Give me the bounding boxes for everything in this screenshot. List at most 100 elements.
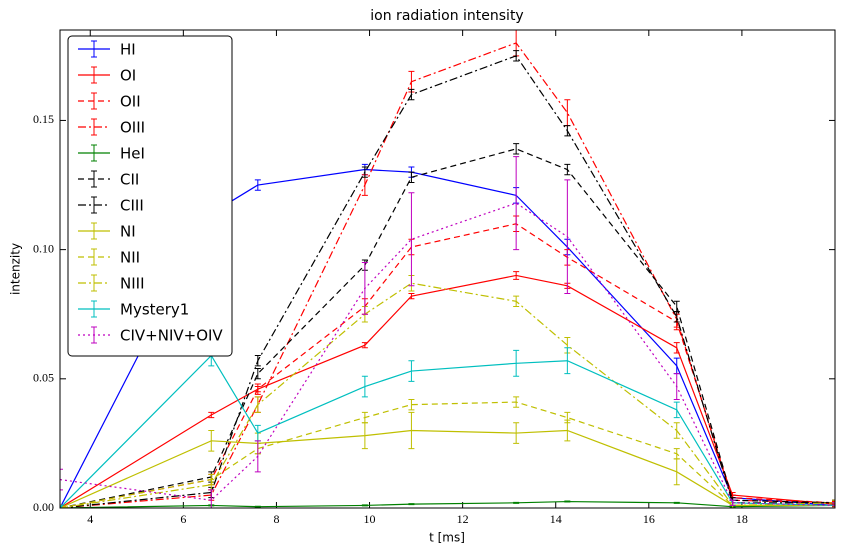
error-bar: [673, 342, 680, 354]
error-bar: [564, 179, 571, 295]
series-line: [60, 429, 835, 508]
error-bar: [361, 411, 368, 424]
legend-box: [67, 35, 233, 357]
error-bar: [513, 143, 520, 155]
legend-label: CII: [120, 171, 139, 189]
legend-swatch: [91, 92, 97, 110]
legend-label: OIII: [120, 119, 145, 137]
error-bar: [408, 360, 415, 382]
series: [60, 500, 835, 508]
series-line: [60, 282, 835, 508]
error-bar: [361, 166, 368, 178]
x-tick-label: 14: [550, 512, 562, 526]
error-bar: [513, 501, 520, 504]
legend-label: NIII: [120, 275, 145, 293]
error-bar: [408, 88, 415, 101]
y-axis-label: intenzity: [9, 243, 23, 295]
error-bar: [60, 504, 63, 508]
error-bar: [832, 502, 835, 508]
legend-label: CIV+NIV+OIV: [120, 327, 223, 345]
error-bar: [513, 295, 520, 307]
error-bar: [832, 501, 835, 508]
error-bar: [564, 163, 571, 176]
legend-label: HeI: [120, 145, 145, 163]
error-bar: [408, 398, 415, 411]
error-bar: [673, 501, 680, 504]
legend-swatch: [91, 144, 97, 162]
error-bar: [673, 448, 680, 460]
legend-swatch: [91, 222, 97, 240]
error-bar: [408, 411, 415, 450]
series-line: [60, 168, 835, 508]
chart-title: ion radiation intensity: [370, 8, 523, 24]
legend-label: Mystery1: [120, 301, 189, 319]
legend-swatch: [91, 196, 97, 214]
series-line: [60, 354, 835, 508]
x-tick-label: 6: [180, 512, 186, 526]
legend-swatch: [91, 66, 97, 84]
series-line: [60, 274, 835, 508]
legend-swatch: [91, 274, 97, 292]
legend-label: NII: [120, 249, 140, 267]
legend-label: OI: [120, 67, 136, 85]
error-bar: [361, 504, 368, 507]
series-line: [60, 42, 835, 508]
error-bar: [254, 355, 261, 367]
error-bar: [361, 262, 368, 315]
legend-swatch: [91, 326, 97, 344]
error-bar: [208, 489, 215, 508]
error-bar: [564, 347, 571, 375]
y-tick-label: 0.05: [33, 371, 54, 385]
error-bar: [513, 396, 520, 408]
plot-frame: [59, 29, 836, 509]
legend-label: NI: [120, 223, 136, 241]
error-bar: [361, 375, 368, 398]
x-axis-label: t [ms]: [429, 531, 465, 545]
x-tick-label: 4: [87, 512, 93, 526]
error-bar: [673, 401, 680, 419]
error-bar: [564, 411, 571, 424]
error-bar: [673, 311, 680, 323]
legend-swatch: [91, 248, 97, 266]
series-line: [60, 202, 835, 507]
legend-swatch: [91, 40, 97, 58]
error-bar: [408, 503, 415, 506]
x-tick-label: 10: [364, 512, 376, 526]
series: [60, 411, 835, 508]
error-bar: [254, 383, 261, 395]
legend-label: CIII: [120, 197, 144, 215]
error-bar: [513, 349, 520, 377]
series-line: [60, 148, 835, 508]
series-line: [60, 500, 835, 508]
error-bar: [208, 411, 215, 419]
legend-swatch: [91, 300, 97, 318]
error-bar: [254, 367, 261, 380]
legend-swatch: [91, 170, 97, 188]
error-bar: [513, 50, 520, 62]
error-bar: [408, 192, 415, 287]
error-bar: [60, 468, 63, 491]
error-bar: [729, 499, 736, 506]
series-line: [60, 401, 835, 508]
error-bar: [564, 125, 571, 137]
error-bar: [254, 396, 261, 413]
legend-label: OII: [120, 93, 141, 111]
y-tick-label: 0.15: [33, 112, 54, 126]
error-bar: [361, 342, 368, 349]
error-bar: [254, 505, 261, 508]
x-tick-label: 12: [457, 512, 469, 526]
error-bar: [254, 440, 261, 473]
x-tick-label: 16: [643, 512, 655, 526]
error-bar: [513, 422, 520, 444]
error-bar: [673, 422, 680, 439]
y-tick-label: 0.00: [33, 500, 54, 514]
legend-swatch: [91, 118, 97, 136]
error-bar: [254, 179, 261, 191]
error-bar: [408, 293, 415, 300]
y-tick-label: 0.10: [33, 241, 54, 255]
x-tick-label: 18: [736, 512, 748, 526]
legend-label: HI: [120, 41, 136, 59]
error-bar: [673, 373, 680, 400]
error-bar: [513, 156, 520, 251]
